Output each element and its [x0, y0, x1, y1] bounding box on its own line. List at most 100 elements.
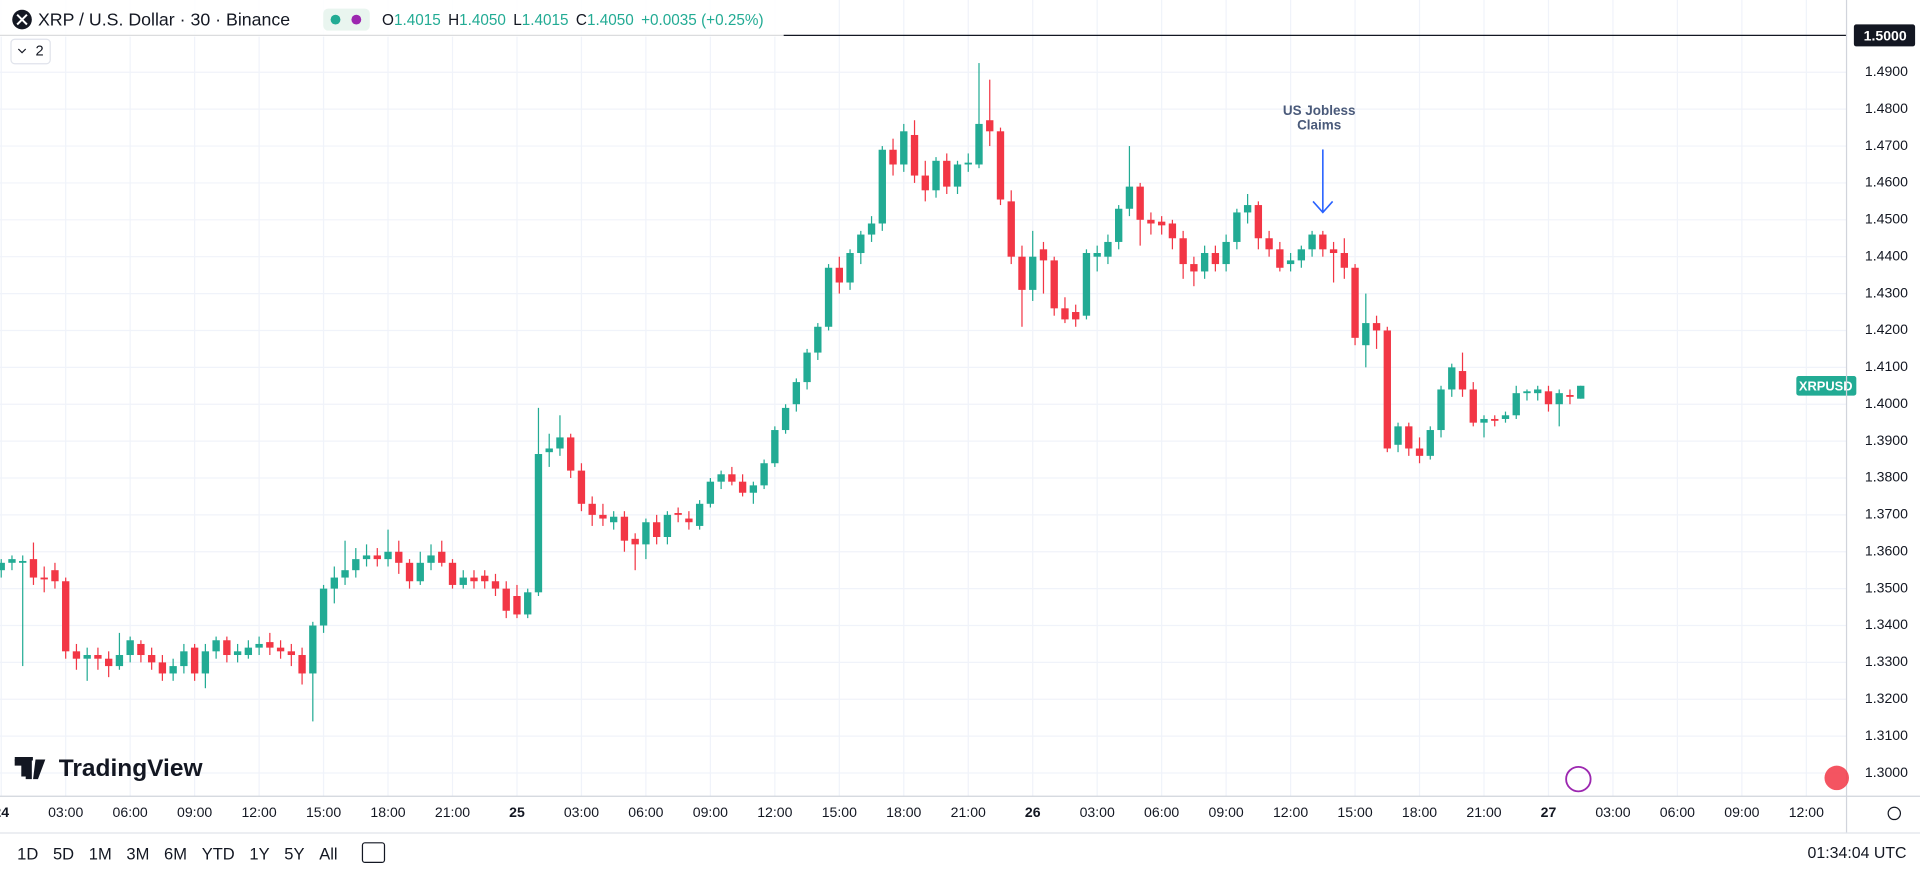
annotation-text: US Jobless — [1283, 103, 1356, 118]
x-tick-label: 12:00 — [241, 804, 276, 820]
candle-body — [1383, 330, 1391, 449]
clock: 01:34:04 UTC — [1808, 845, 1907, 862]
x-tick-label: 03:00 — [48, 804, 83, 820]
candle-body — [147, 655, 156, 663]
candle-body — [72, 651, 81, 659]
ohlc-key: O — [382, 12, 394, 29]
candle-body — [728, 474, 736, 482]
candle-body — [298, 655, 306, 674]
y-tick-label: 1.3700 — [1865, 506, 1908, 522]
candle-body — [1211, 253, 1220, 265]
logo-text: TradingView — [59, 755, 204, 782]
x-tick-label: 15:00 — [1337, 804, 1372, 820]
indicator-count: 2 — [36, 43, 44, 59]
candle-body — [652, 522, 661, 537]
candle-body — [921, 175, 929, 191]
x-tick-label: 09:00 — [1724, 804, 1759, 820]
candle-body — [1458, 371, 1467, 390]
y-tick-label: 1.4100 — [1865, 358, 1908, 374]
y-tick-label: 1.3400 — [1865, 616, 1908, 632]
market-open-dot — [330, 14, 341, 25]
candle-body — [373, 555, 381, 560]
candle-body — [674, 513, 682, 515]
candle-body — [567, 437, 575, 471]
candle-body — [190, 647, 199, 674]
settings-icon[interactable] — [1887, 806, 1902, 821]
candle-body — [663, 514, 672, 537]
y-tick-label: 1.4300 — [1865, 284, 1908, 300]
x-tick-label: 18:00 — [886, 804, 921, 820]
x-tick-label: 06:00 — [1144, 804, 1179, 820]
range-button[interactable]: 5D — [53, 844, 74, 863]
candle-body — [706, 481, 715, 504]
symbol-icon-glyph — [16, 14, 28, 26]
flag-icon[interactable] — [1824, 765, 1849, 791]
range-button[interactable]: 1Y — [249, 844, 269, 863]
range-button[interactable]: 3M — [126, 844, 149, 863]
y-tick-label: 1.3200 — [1865, 690, 1908, 706]
candle-body — [1394, 426, 1402, 445]
candle-body — [1501, 415, 1510, 419]
date-range-icon[interactable] — [361, 842, 386, 864]
ohlc-change: +0.0035 (+0.25%) — [641, 12, 763, 29]
candle-body — [1448, 367, 1456, 390]
x-tick-label: 15:00 — [306, 804, 341, 820]
candle-body — [577, 470, 586, 504]
candle-body — [695, 503, 704, 526]
x-tick-label: 15:00 — [822, 804, 857, 820]
ohlc-key: C — [576, 12, 587, 29]
candle-body — [814, 326, 822, 353]
candle-body — [470, 577, 478, 582]
candle-body — [1061, 308, 1069, 320]
range-button[interactable]: 1D — [17, 844, 38, 863]
symbol-label: XRPUSD — [1799, 378, 1853, 393]
candle-body — [835, 267, 843, 283]
candle-body — [1082, 253, 1091, 316]
candle-body — [1072, 312, 1080, 320]
candle-body — [771, 430, 779, 464]
x-tick-label: 18:00 — [370, 804, 405, 820]
x-tick-label: 06:00 — [1660, 804, 1695, 820]
x-tick-label: 21:00 — [1466, 804, 1501, 820]
candle-body — [1115, 208, 1123, 242]
candle-body — [233, 651, 242, 656]
y-tick-label: 1.4400 — [1865, 247, 1908, 263]
candles — [0, 63, 1585, 722]
candle-body — [115, 655, 124, 667]
candle-body — [29, 559, 38, 578]
ohlc-value: 1.4015 — [394, 12, 441, 29]
candle-body — [975, 123, 983, 165]
candle-body — [1469, 389, 1477, 423]
candle-body — [599, 514, 607, 519]
range-button[interactable]: All — [319, 844, 337, 863]
candle-body — [534, 454, 543, 593]
candle-body — [953, 164, 962, 187]
candle-body — [1544, 391, 1553, 405]
candle-body — [642, 522, 650, 545]
candle-body — [51, 570, 59, 582]
candle-body — [1029, 256, 1037, 290]
candle-body — [610, 516, 618, 523]
range-button[interactable]: 6M — [164, 844, 187, 863]
candle-body — [1523, 391, 1531, 394]
ohlc-value: 1.4015 — [522, 12, 569, 29]
assistant-icon[interactable] — [1565, 765, 1592, 793]
candle-body — [685, 518, 693, 523]
range-button[interactable]: 1M — [89, 844, 112, 863]
data-source-icon — [351, 14, 362, 25]
candle-body — [255, 643, 263, 648]
candle-body — [996, 131, 1005, 200]
ohlc-value: 1.4050 — [587, 12, 634, 29]
range-button[interactable]: YTD — [202, 844, 235, 863]
range-button[interactable]: 5Y — [284, 844, 304, 863]
status-pill[interactable] — [323, 8, 370, 31]
candle-body — [362, 555, 371, 560]
indicator-toggle[interactable] — [10, 38, 51, 65]
candle-body — [1319, 234, 1327, 250]
logo-icon — [14, 759, 46, 780]
ohlc-key: L — [513, 12, 522, 29]
x-tick-label: 09:00 — [693, 804, 728, 820]
candle-body — [900, 131, 908, 165]
